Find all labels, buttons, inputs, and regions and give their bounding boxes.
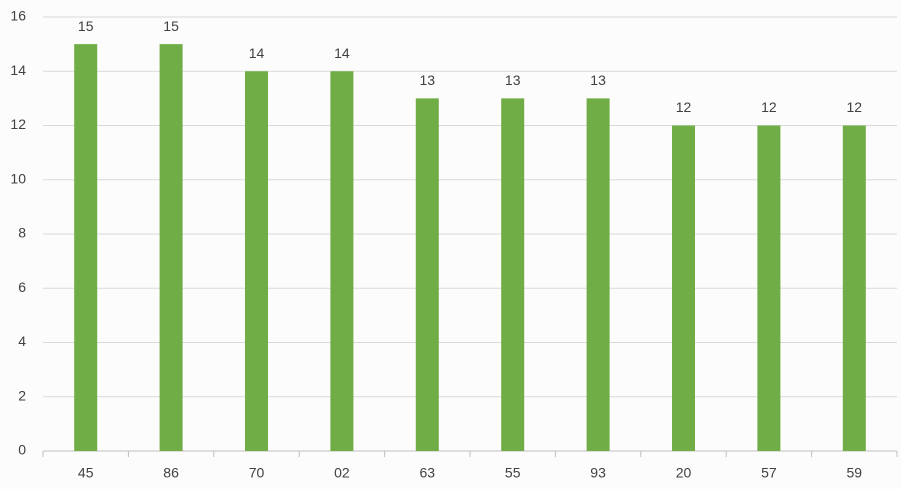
x-tick-label: 86 [163, 465, 179, 481]
x-tick-label: 57 [761, 465, 777, 481]
data-label: 12 [761, 99, 777, 115]
data-label: 12 [676, 99, 692, 115]
bar [245, 71, 268, 451]
bar [330, 71, 354, 451]
bar [501, 98, 525, 451]
y-tick-label: 16 [10, 8, 26, 24]
bar [586, 98, 610, 451]
data-label: 15 [163, 18, 179, 34]
bar [672, 125, 695, 451]
data-label: 15 [78, 18, 94, 34]
x-tick-label: 55 [505, 465, 521, 481]
x-tick-label: 02 [334, 465, 350, 481]
bar [842, 125, 866, 451]
y-tick-label: 0 [18, 442, 26, 458]
y-tick-label: 14 [10, 62, 26, 78]
x-tick-label: 70 [249, 465, 265, 481]
bar [159, 44, 183, 451]
y-tick-label: 6 [18, 279, 26, 295]
data-label: 13 [590, 72, 606, 88]
data-label: 13 [505, 72, 521, 88]
x-tick-label: 20 [676, 465, 692, 481]
y-tick-label: 12 [10, 116, 26, 132]
data-label: 14 [334, 45, 350, 61]
data-label: 13 [420, 72, 436, 88]
x-tick-label: 63 [420, 465, 436, 481]
bar [757, 125, 781, 451]
y-tick-label: 8 [18, 225, 26, 241]
y-tick-label: 10 [10, 170, 26, 186]
bar [415, 98, 439, 451]
x-tick-label: 59 [847, 465, 863, 481]
y-tick-label: 4 [18, 333, 26, 349]
y-tick-label: 2 [18, 387, 26, 403]
bar [74, 44, 98, 451]
data-label: 12 [847, 99, 863, 115]
x-tick-label: 93 [590, 465, 606, 481]
data-label: 14 [249, 45, 265, 61]
x-tick-label: 45 [78, 465, 94, 481]
